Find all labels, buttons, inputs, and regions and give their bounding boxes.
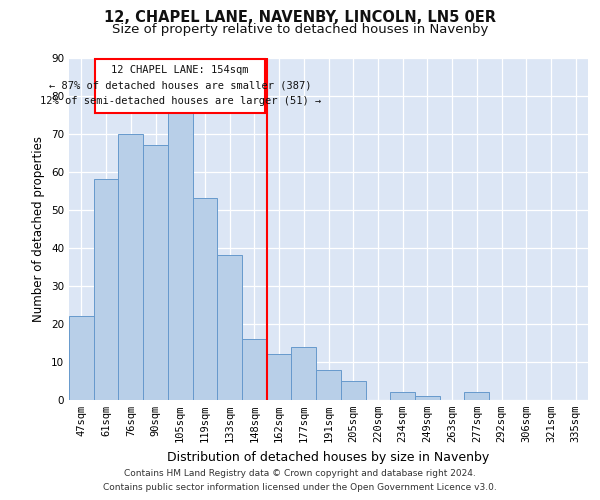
Text: Contains public sector information licensed under the Open Government Licence v3: Contains public sector information licen… [103, 484, 497, 492]
Bar [143, 145, 168, 400]
Bar [464, 392, 489, 400]
Bar [292, 346, 316, 400]
Bar [217, 256, 242, 400]
Bar [69, 316, 94, 400]
Bar [242, 339, 267, 400]
Bar [341, 381, 365, 400]
Bar [415, 396, 440, 400]
Bar [168, 111, 193, 400]
Text: Size of property relative to detached houses in Navenby: Size of property relative to detached ho… [112, 22, 488, 36]
Text: 12% of semi-detached houses are larger (51) →: 12% of semi-detached houses are larger (… [40, 96, 321, 106]
Text: Contains HM Land Registry data © Crown copyright and database right 2024.: Contains HM Land Registry data © Crown c… [124, 468, 476, 477]
Text: ← 87% of detached houses are smaller (387): ← 87% of detached houses are smaller (38… [49, 80, 311, 90]
Bar [390, 392, 415, 400]
Text: 12, CHAPEL LANE, NAVENBY, LINCOLN, LN5 0ER: 12, CHAPEL LANE, NAVENBY, LINCOLN, LN5 0… [104, 10, 496, 25]
Bar [316, 370, 341, 400]
FancyBboxPatch shape [95, 60, 265, 112]
X-axis label: Distribution of detached houses by size in Navenby: Distribution of detached houses by size … [167, 450, 490, 464]
Bar [193, 198, 217, 400]
Bar [118, 134, 143, 400]
Bar [267, 354, 292, 400]
Y-axis label: Number of detached properties: Number of detached properties [32, 136, 46, 322]
Bar [94, 180, 118, 400]
Text: 12 CHAPEL LANE: 154sqm: 12 CHAPEL LANE: 154sqm [112, 65, 249, 75]
